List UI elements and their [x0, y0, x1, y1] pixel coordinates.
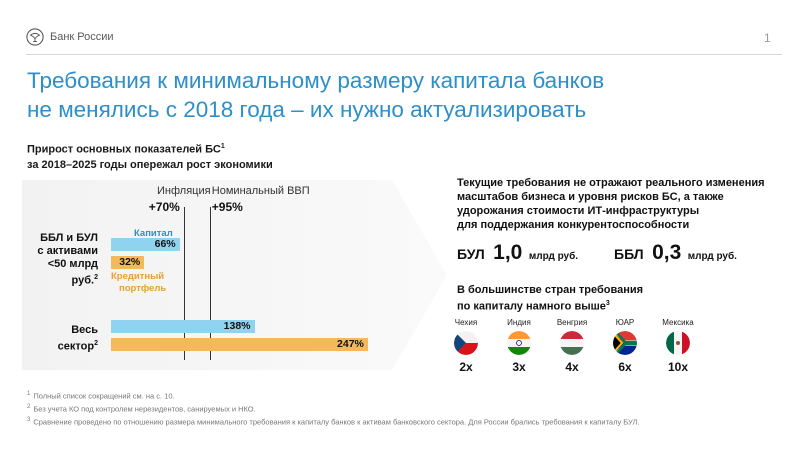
south-africa-flag-icon [613, 331, 637, 355]
bank-of-russia-eagle-icon [26, 28, 44, 46]
czech-flag-icon [454, 331, 478, 355]
requirement-value: 0,3 [652, 241, 682, 264]
country-item-mexico: Мексика 10x [648, 318, 708, 374]
right-heading-line: Текущие требования не отражают реального… [457, 177, 765, 189]
right-heading-line: удорожания стоимости ИТ-инфраструктуры [457, 205, 700, 217]
right-heading-line: масштабов бизнеса и уровня рисков БС, а … [457, 191, 724, 203]
loans-bar-label: Кредитный портфель [111, 271, 167, 294]
requirement-name: БУЛ [457, 246, 485, 262]
country-item-czech: Чехия 2x [436, 318, 496, 374]
country-item-india: Индия 3x [489, 318, 549, 374]
requirement-name: ББЛ [614, 246, 644, 262]
group-label-line: <50 млрд руб.2 [47, 258, 98, 287]
group-label-line: сектор2 [57, 340, 98, 353]
requirement-bul: БУЛ 1,0 млрд руб. [457, 241, 578, 265]
benchmark-label: Номинальный ВВП [211, 185, 310, 197]
right-panel-heading: Текущие требования не отражают реального… [457, 176, 777, 232]
country-name: ЮАР [615, 318, 635, 327]
country-multiplier: 2x [459, 360, 473, 374]
country-item-hungary: Венгрия 4x [542, 318, 602, 374]
group-label-whole-sector: Весь сектор2 [20, 324, 98, 354]
page-number: 1 [764, 31, 771, 45]
countries-heading-line2: по капиталу намного выше3 [457, 300, 610, 313]
country-item-south-africa: ЮАР 6x [595, 318, 655, 374]
country-multiplier: 4x [565, 360, 579, 374]
footnote-3: 3 Сравнение проведено по отношению размер… [27, 417, 640, 427]
loans-bar: 247% [111, 338, 368, 351]
benchmark-value: +70% [148, 200, 180, 214]
requirement-value: 1,0 [493, 241, 523, 264]
countries-heading: В большинстве стран требования по капита… [457, 283, 707, 314]
requirement-bbl: ББЛ 0,3 млрд руб. [614, 241, 737, 265]
country-name: Индия [507, 318, 531, 327]
country-multiplier: 3x [512, 360, 526, 374]
capital-bar: 66% [111, 238, 180, 251]
footnote-2: 2 Без учета КО под контролем нерезидентов… [27, 404, 256, 414]
requirement-unit: млрд руб. [687, 251, 737, 262]
capital-bar-label: Капитал [134, 228, 173, 239]
slide-header: Банк России 1 [0, 0, 800, 56]
left-panel-heading: Прирост основных показателей БС1 за 2018… [27, 139, 387, 173]
country-name: Венгрия [556, 318, 588, 327]
india-flag-icon [507, 331, 531, 355]
header-divider [26, 54, 782, 55]
group-label-line: ББЛ и БУЛ [40, 232, 98, 244]
capital-bar: 138% [111, 320, 255, 333]
benchmark-label: Инфляция [157, 185, 211, 197]
hungary-flag-icon [560, 331, 584, 355]
group-label-small-banks: ББЛ и БУЛ с активами <50 млрд руб.2 [20, 232, 98, 288]
country-multiplier: 6x [618, 360, 632, 374]
benchmark-line [183, 207, 185, 360]
benchmark-value: +95% [211, 200, 243, 214]
brand-name: Банк России [50, 31, 114, 43]
loans-bar: 32% [111, 256, 145, 269]
footnote-1: 1 Полный список сокращений см. на с. 10. [27, 391, 175, 401]
requirement-unit: млрд руб. [528, 251, 579, 262]
left-heading-line2: за 2018–2025 годы опережал рост экономик… [27, 158, 273, 171]
mexico-flag-icon [666, 331, 690, 355]
group-label-line: с активами [37, 245, 98, 257]
left-heading-sup: 1 [220, 143, 225, 150]
slide-title-line2: не менялись с 2018 года – их нужно актуа… [27, 97, 587, 122]
country-multiplier: 10x [667, 360, 689, 374]
country-name: Чехия [454, 318, 478, 327]
left-heading-line1: Прирост основных показателей БС [27, 143, 221, 156]
slide-title: Требования к минимальному размеру капита… [27, 66, 767, 124]
slide-title-line1: Требования к минимальному размеру капита… [27, 68, 605, 93]
right-heading-line: для поддержания конкурентоспособности [457, 219, 690, 231]
country-name: Мексика [662, 318, 694, 327]
group-label-line: Весь [71, 324, 98, 336]
countries-heading-line1: В большинстве стран требования [457, 284, 644, 296]
benchmark-line [209, 207, 211, 360]
